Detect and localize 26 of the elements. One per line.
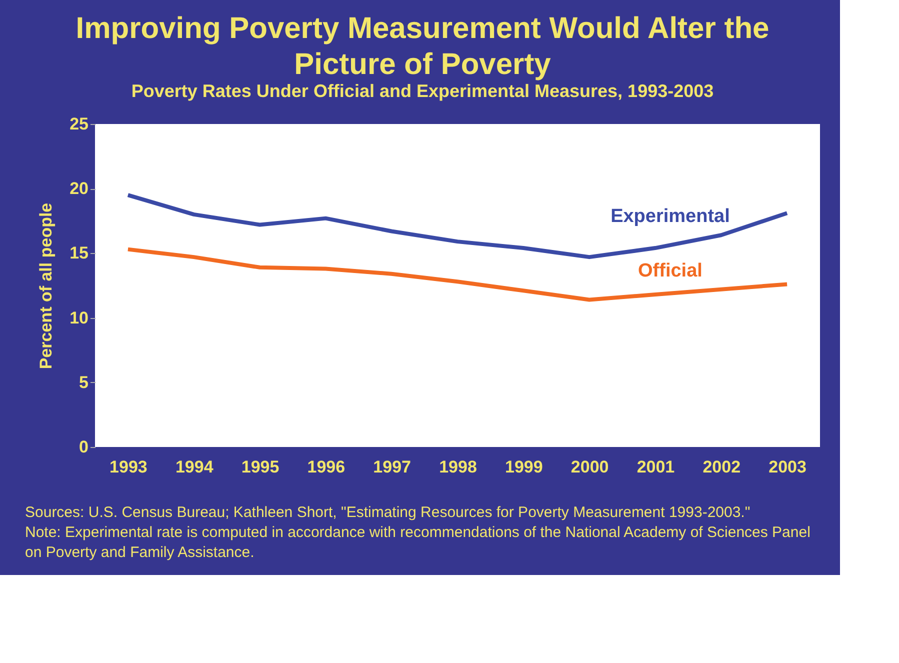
x-tick-label: 2002 <box>702 458 741 476</box>
chart-title: Improving Poverty Measurement Would Alter the Picture of Poverty <box>76 12 770 81</box>
line-series <box>126 193 790 260</box>
x-tick-label: 1999 <box>504 458 543 476</box>
x-tick-label: 1998 <box>439 458 477 476</box>
line-series <box>126 247 790 302</box>
y-tick-label: 15 <box>70 244 88 263</box>
x-tick-label: 2003 <box>768 458 806 476</box>
text: Note: Experimental rate is computed in accordance with recommendations of the National Academy of Sciences Panel on Poverty and Family Assistance. <box>25 524 810 561</box>
source-note: Sources: U.S. Census Bureau; Kathleen Short, "Estimating Resources for Poverty Measurement 1993-2003." <box>25 504 750 521</box>
x-tick-label: 2001 <box>636 458 675 476</box>
y-tick-label: 0 <box>79 438 88 456</box>
x-tick-label: 1996 <box>307 458 346 476</box>
y-tick-label: 20 <box>70 179 88 198</box>
x-tick-label: 2000 <box>570 458 609 476</box>
y-tick-label: 5 <box>79 372 88 392</box>
x-tick-label: 1994 <box>175 458 214 476</box>
x-tick-label: 1995 <box>241 458 280 476</box>
y-tick-label: 10 <box>70 308 88 328</box>
y-axis-title: Percent of all people <box>36 202 56 370</box>
y-tick-label: 25 <box>70 114 88 134</box>
x-tick-label: 1993 <box>110 458 148 476</box>
chart-subtitle: Poverty Rates Under Official and Experimental Measures, 1993-2003 <box>131 81 714 101</box>
x-tick-label: 1997 <box>373 458 412 476</box>
series-label: Official <box>638 260 702 282</box>
series-label: Experimental <box>610 206 730 228</box>
